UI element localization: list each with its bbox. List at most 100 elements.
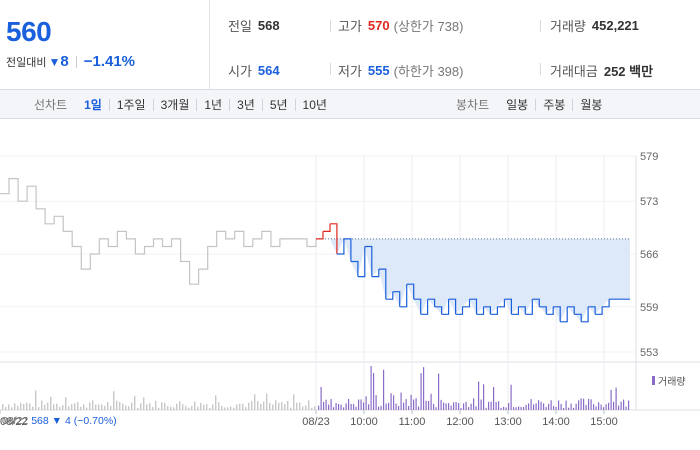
period-3y[interactable]: 3년 bbox=[229, 98, 262, 111]
volume-bar bbox=[302, 406, 304, 410]
volume-bar bbox=[65, 397, 67, 410]
volume-bar bbox=[345, 403, 347, 410]
period-1d[interactable]: 1일 bbox=[84, 97, 102, 112]
volume-bar bbox=[122, 403, 124, 410]
volume-bar bbox=[191, 406, 193, 410]
volume-bar bbox=[161, 402, 163, 410]
volume-bar bbox=[573, 407, 575, 410]
period-5y[interactable]: 5년 bbox=[261, 98, 295, 111]
below-baseline-fill bbox=[316, 238, 630, 322]
open-value: 564 bbox=[257, 63, 280, 78]
volume-bar bbox=[503, 406, 505, 410]
low-stat: 저가 555 (하한가 398) bbox=[338, 61, 463, 80]
down-arrow-icon: ▼ bbox=[48, 54, 61, 69]
volume-bar bbox=[328, 404, 330, 410]
volume-bar bbox=[468, 407, 470, 410]
volume-bar bbox=[116, 400, 118, 410]
volume-bar bbox=[333, 407, 335, 410]
volume-legend: 거래량 bbox=[652, 373, 686, 388]
volume-bar bbox=[260, 404, 262, 410]
volume-bar bbox=[170, 406, 172, 410]
lower-limit: (하한가 398) bbox=[393, 64, 464, 79]
volume-bar bbox=[393, 395, 395, 410]
volume-bar bbox=[363, 402, 365, 410]
volume-bar bbox=[590, 399, 592, 410]
volume-bar bbox=[137, 407, 139, 410]
volume-bar bbox=[533, 404, 535, 410]
period-3m[interactable]: 3개월 bbox=[152, 98, 197, 111]
volume-bar bbox=[460, 407, 462, 410]
volume-bar bbox=[435, 407, 437, 410]
divider bbox=[75, 55, 77, 68]
volume-bar bbox=[355, 406, 357, 410]
period-1y[interactable]: 1년 bbox=[196, 98, 229, 111]
volume-bar bbox=[623, 399, 625, 410]
volume-bar bbox=[395, 403, 397, 410]
volume-bar bbox=[523, 406, 525, 410]
volume-bar bbox=[508, 403, 510, 410]
quote-header: 560 전일대비 ▼ 8 −1.41% 전일 568 고가 570 (상한가 7… bbox=[0, 0, 700, 90]
volume-bar bbox=[478, 381, 480, 410]
divider bbox=[330, 63, 331, 75]
volume-bar bbox=[605, 404, 607, 410]
volume-bar bbox=[29, 403, 31, 410]
volume-bar bbox=[41, 400, 43, 410]
volume-bar bbox=[445, 403, 447, 410]
open-label: 시가 bbox=[228, 64, 252, 79]
volume-legend-label: 거래량 bbox=[658, 377, 686, 388]
volume-bar bbox=[535, 403, 537, 410]
volume-bar bbox=[194, 401, 196, 410]
volume-bar bbox=[543, 403, 545, 410]
volume-bar bbox=[212, 404, 214, 410]
volume-bar bbox=[350, 403, 352, 410]
volume-bar bbox=[308, 400, 310, 410]
volume-bar bbox=[104, 405, 106, 410]
candle-daily[interactable]: 일봉 bbox=[506, 97, 529, 112]
volume-bar bbox=[221, 405, 223, 410]
volume-bar bbox=[314, 406, 316, 410]
period-1w[interactable]: 1주일 bbox=[108, 98, 153, 111]
volume-bar bbox=[560, 404, 562, 410]
volume-bar bbox=[518, 406, 520, 410]
volume-bar bbox=[266, 393, 268, 410]
price-chart-area[interactable]: 579 573 566 559 553 08/22 08/23 10:00 11:00 12:0… bbox=[0, 120, 700, 450]
volume-bar bbox=[340, 404, 342, 410]
turnover-label: 거래대금 bbox=[550, 64, 598, 79]
prev-close-value: 568 bbox=[257, 18, 280, 33]
volume-bar bbox=[32, 406, 34, 410]
volume-bar bbox=[365, 396, 367, 410]
candle-weekly[interactable]: 주봉 bbox=[535, 98, 572, 111]
volume-bar bbox=[550, 400, 552, 410]
volume-bar bbox=[95, 404, 97, 410]
prev-close-stat: 전일 568 bbox=[228, 16, 280, 35]
candle-monthly[interactable]: 월봉 bbox=[572, 98, 609, 111]
volume-bar bbox=[227, 407, 229, 410]
y-tick-label: 579 bbox=[640, 151, 658, 163]
x-tick-label: 10:00 bbox=[350, 416, 378, 428]
volume-bar bbox=[173, 407, 175, 410]
volume-bar bbox=[110, 405, 112, 410]
candle-chart-label: 봉차트 bbox=[456, 98, 490, 112]
volume-bar bbox=[281, 401, 283, 410]
volume-bar bbox=[343, 407, 345, 410]
volume-bar bbox=[388, 402, 390, 410]
volume-bar bbox=[23, 404, 25, 410]
volume-bar bbox=[353, 404, 355, 410]
volume-bar bbox=[284, 403, 286, 410]
today-fall-line bbox=[336, 238, 630, 323]
volume-bar bbox=[14, 403, 16, 410]
prev-close-label: 전일 bbox=[228, 19, 252, 34]
volume-bar bbox=[26, 402, 28, 410]
prev-day-date: 08/22 bbox=[2, 415, 29, 427]
volume-bar bbox=[146, 404, 148, 410]
period-10y[interactable]: 10년 bbox=[294, 98, 334, 111]
volume-bar bbox=[305, 405, 307, 410]
today-rise-line bbox=[316, 223, 338, 254]
volume-bar bbox=[98, 404, 100, 410]
volume-bar bbox=[248, 402, 250, 410]
volume-bar bbox=[224, 407, 226, 410]
volume-bar bbox=[378, 406, 380, 410]
volume-bar bbox=[483, 384, 485, 410]
volume-bar bbox=[528, 403, 530, 410]
price-chart[interactable]: 579 573 566 559 553 08/22 08/23 10:00 11:00 12:0… bbox=[0, 120, 700, 450]
